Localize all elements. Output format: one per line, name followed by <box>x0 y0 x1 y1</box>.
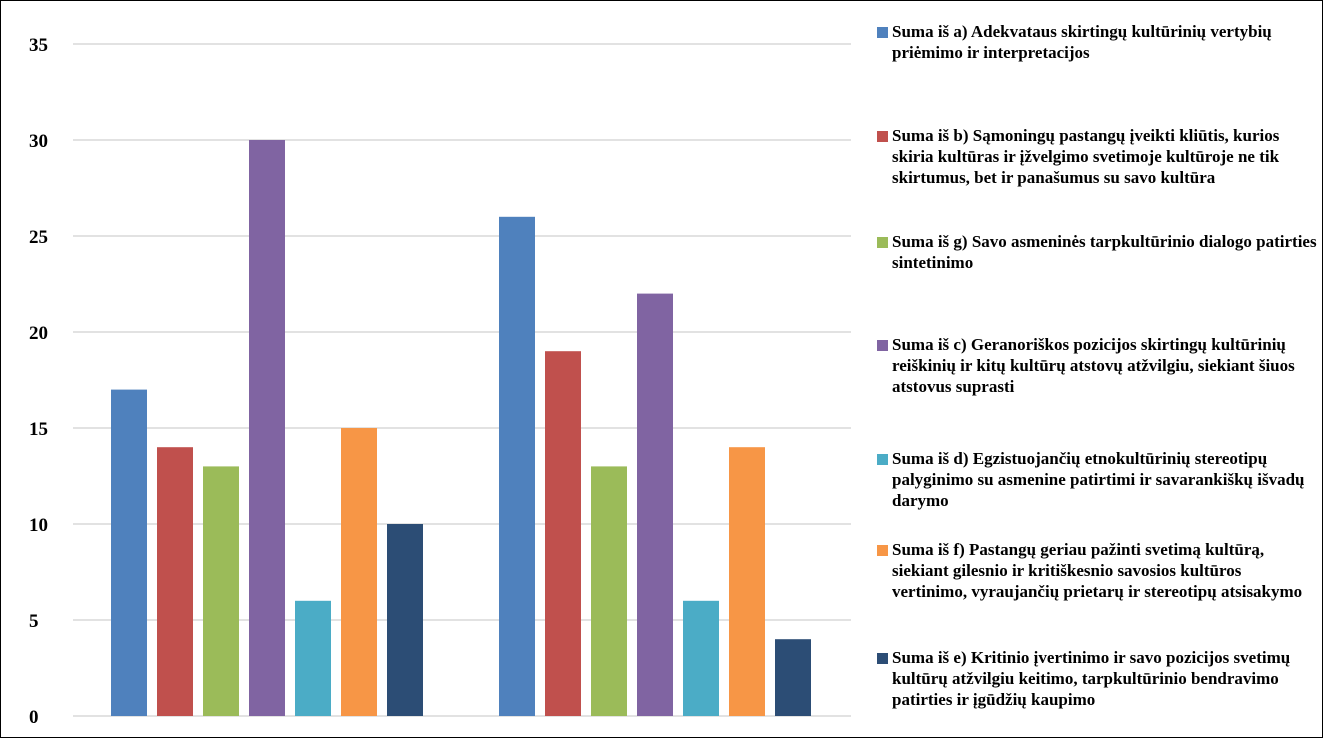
legend-item: Suma iš c) Geranoriškos pozicijos skirti… <box>877 334 1317 397</box>
legend-label: Suma iš b) Sąmoningų pastangų įveikti kl… <box>892 126 1280 187</box>
y-tick-label: 20 <box>29 323 48 344</box>
legend-label: Suma iš f) Pastangų geriau pažinti sveti… <box>892 540 1303 601</box>
legend-label: Suma iš g) Savo asmeninės tarpkultūrinio… <box>892 232 1317 272</box>
bar <box>157 447 193 716</box>
legend-item: Suma iš g) Savo asmeninės tarpkultūrinio… <box>877 231 1317 273</box>
y-tick-label: 30 <box>29 131 48 152</box>
bar <box>775 639 811 716</box>
bar <box>111 389 147 716</box>
legend-item: Suma iš d) Egzistuojančių etnokultūrinių… <box>877 448 1317 511</box>
legend-swatch <box>877 27 888 38</box>
legend-item: Suma iš b) Sąmoningų pastangų įveikti kl… <box>877 125 1317 188</box>
bar <box>683 600 719 716</box>
y-tick-label: 0 <box>29 707 39 728</box>
legend-label: Suma iš d) Egzistuojančių etnokultūrinių… <box>892 449 1305 510</box>
bar <box>499 216 535 717</box>
bar <box>295 600 331 716</box>
bar <box>637 293 673 716</box>
y-tick-label: 15 <box>29 419 48 440</box>
bar <box>203 466 239 716</box>
legend-swatch <box>877 653 888 664</box>
y-tick-label: 5 <box>29 611 39 632</box>
legend-label: Suma iš a) Adekvataus skirtingų kultūrin… <box>892 22 1272 62</box>
legend-swatch <box>877 131 888 142</box>
legend-swatch <box>877 545 888 556</box>
bar <box>387 524 423 716</box>
legend-label: Suma iš c) Geranoriškos pozicijos skirti… <box>892 335 1295 396</box>
y-tick-label: 35 <box>29 35 48 56</box>
legend-swatch <box>877 237 888 248</box>
legend-swatch <box>877 340 888 351</box>
bar-chart: 0 5 10 15 20 25 30 35 <box>29 35 851 728</box>
bar <box>591 466 627 716</box>
legend-item: Suma iš a) Adekvataus skirtingų kultūrin… <box>877 21 1317 63</box>
bar <box>341 428 377 716</box>
y-tick-label: 10 <box>29 515 48 536</box>
y-tick-label: 25 <box>29 227 48 248</box>
legend-swatch <box>877 454 888 465</box>
legend-item: Suma iš e) Kritinio įvertinimo ir savo p… <box>877 647 1317 710</box>
bar <box>729 447 765 716</box>
bar <box>545 351 581 716</box>
bar <box>249 140 285 716</box>
legend-label: Suma iš e) Kritinio įvertinimo ir savo p… <box>892 648 1291 709</box>
legend-item: Suma iš f) Pastangų geriau pažinti sveti… <box>877 539 1317 602</box>
